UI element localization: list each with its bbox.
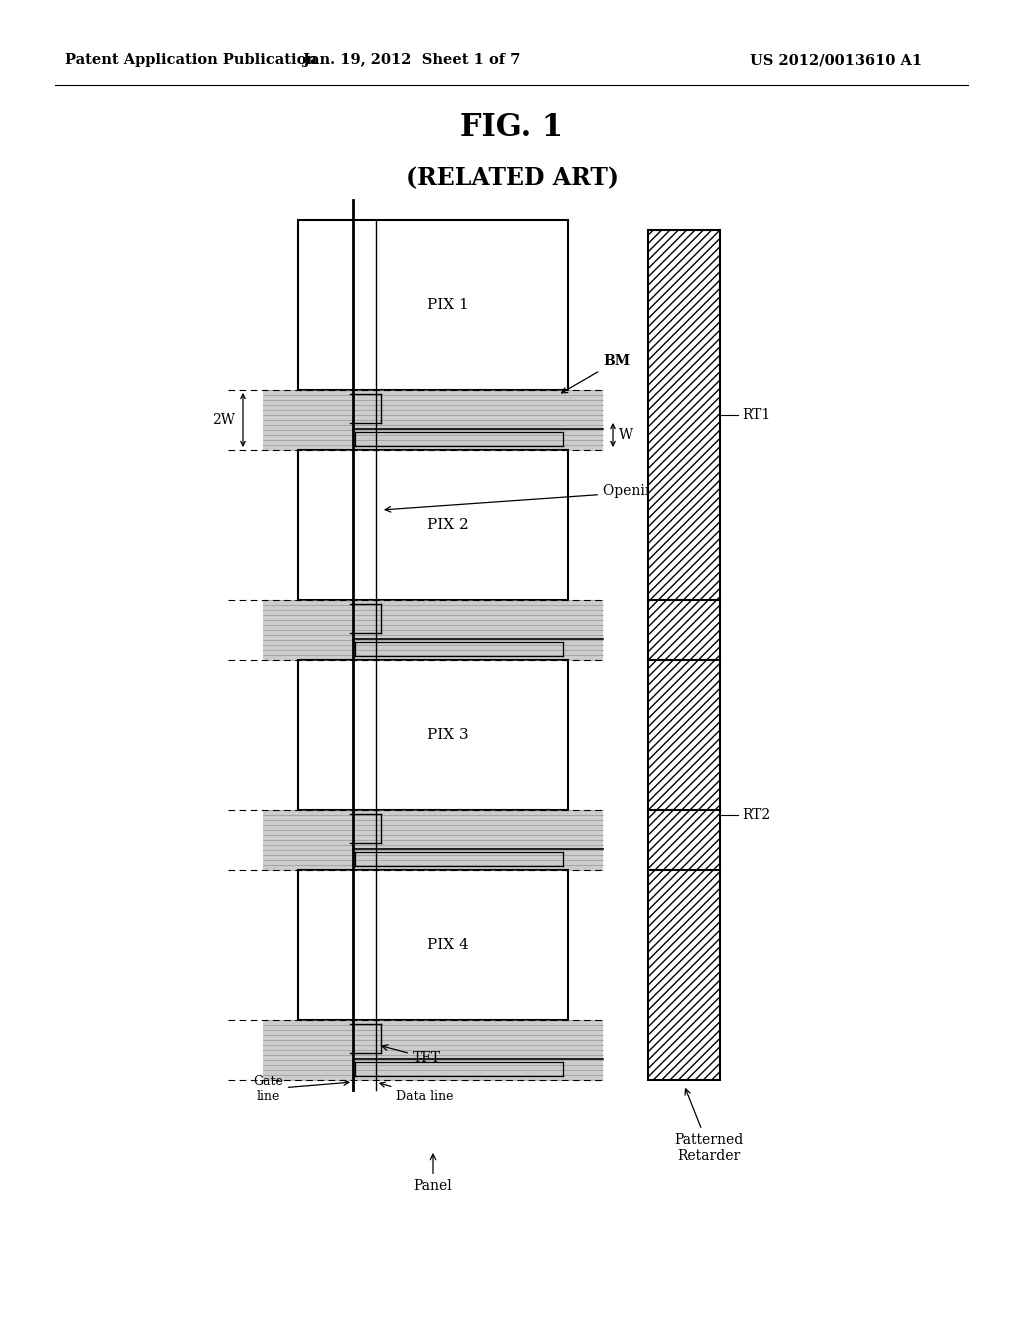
Text: BM: BM	[561, 354, 630, 393]
Text: Patterned
Retarder: Patterned Retarder	[675, 1089, 743, 1163]
Text: (RELATED ART): (RELATED ART)	[406, 166, 618, 190]
Bar	[298, 870, 568, 1020]
Bar	[648, 230, 720, 1080]
Text: Panel: Panel	[414, 1154, 453, 1193]
Text: FIG. 1: FIG. 1	[461, 112, 563, 144]
Text: RT1: RT1	[742, 408, 770, 422]
Text: 2W: 2W	[212, 413, 234, 426]
Text: Data line: Data line	[380, 1082, 454, 1104]
Bar	[263, 1020, 603, 1080]
Bar	[263, 810, 603, 870]
Bar	[263, 389, 603, 450]
Text: PIX 1: PIX 1	[427, 298, 469, 312]
Bar	[298, 450, 568, 601]
Text: PIX 2: PIX 2	[427, 517, 469, 532]
Text: W: W	[618, 428, 633, 442]
Text: Gate
line: Gate line	[253, 1074, 349, 1104]
Text: RT2: RT2	[742, 808, 770, 822]
Text: TFT: TFT	[382, 1045, 441, 1065]
Bar	[263, 601, 603, 660]
Bar	[298, 220, 568, 389]
Text: US 2012/0013610 A1: US 2012/0013610 A1	[750, 53, 923, 67]
Bar	[298, 660, 568, 810]
Text: Opening area: Opening area	[385, 484, 699, 512]
Text: PIX 4: PIX 4	[427, 939, 469, 952]
Text: Patent Application Publication: Patent Application Publication	[65, 53, 317, 67]
Text: Jan. 19, 2012  Sheet 1 of 7: Jan. 19, 2012 Sheet 1 of 7	[303, 53, 520, 67]
Text: PIX 3: PIX 3	[427, 729, 469, 742]
